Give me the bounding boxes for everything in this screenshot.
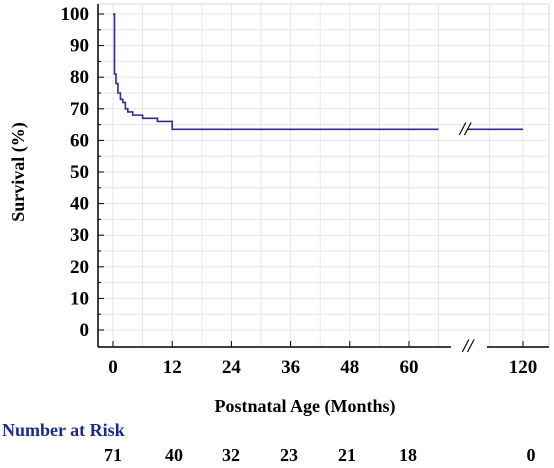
number-at-risk-value: 32 bbox=[222, 445, 240, 465]
y-tick-label: 70 bbox=[70, 99, 89, 120]
x-tick-label: 24 bbox=[222, 357, 242, 378]
number-at-risk-value: 21 bbox=[338, 445, 356, 465]
x-tick-label: 36 bbox=[281, 357, 300, 378]
axes bbox=[97, 4, 549, 348]
axis-break-mark: // bbox=[458, 119, 472, 140]
x-tick-label: 60 bbox=[400, 357, 419, 378]
y-tick-label: 30 bbox=[70, 225, 89, 246]
y-tick-label: 20 bbox=[70, 257, 89, 278]
y-tick-label: 100 bbox=[61, 4, 90, 25]
y-tick-label: 80 bbox=[70, 67, 89, 88]
y-tick-label: 90 bbox=[70, 36, 89, 57]
axis-break-gap bbox=[451, 337, 487, 357]
axis-break-mark: // bbox=[461, 336, 475, 357]
number-at-risk-value: 0 bbox=[526, 445, 536, 465]
x-axis-title: Postnatal Age (Months) bbox=[215, 396, 396, 417]
y-tick-label: 0 bbox=[80, 320, 90, 341]
y-tick-label: 50 bbox=[70, 162, 89, 183]
plot-frame bbox=[97, 3, 550, 348]
y-axis-title: Survival (%) bbox=[8, 122, 29, 222]
x-tick-label: 120 bbox=[509, 357, 538, 378]
survival-curves bbox=[113, 13, 523, 131]
x-tick-label: 0 bbox=[108, 357, 118, 378]
number-at-risk-title: Number at Risk bbox=[2, 420, 125, 440]
y-tick-label: 60 bbox=[70, 130, 89, 151]
number-at-risk-value: 71 bbox=[104, 445, 122, 465]
y-tick-label: 10 bbox=[70, 288, 89, 309]
number-at-risk-value: 18 bbox=[399, 445, 417, 465]
survival-curve bbox=[113, 13, 439, 131]
grid-lines bbox=[97, 3, 550, 348]
x-tick-label: 48 bbox=[340, 357, 359, 378]
number-at-risk-value: 40 bbox=[165, 445, 183, 465]
axis-break-markers: // // bbox=[451, 119, 487, 357]
x-tick-label: 12 bbox=[163, 357, 182, 378]
y-tick-label: 40 bbox=[70, 194, 89, 215]
number-at-risk-value: 23 bbox=[280, 445, 298, 465]
